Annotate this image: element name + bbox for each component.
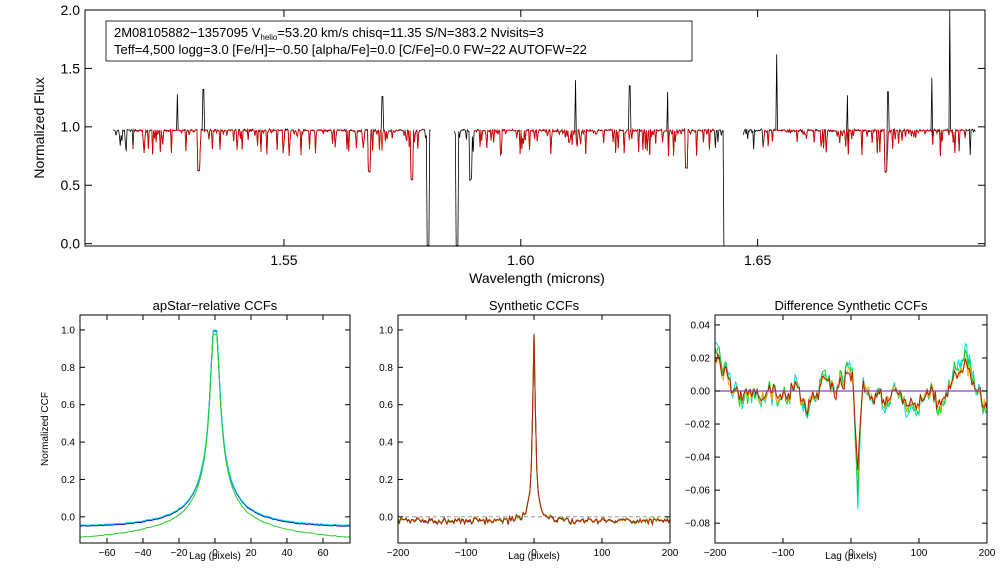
synthetic-ccf-line-orange — [398, 334, 670, 526]
x-tick-label: 0 — [212, 548, 218, 559]
apstar-ccf-series-group — [80, 329, 350, 539]
y-tick-label: 2.0 — [61, 2, 81, 18]
x-tick-label: −200 — [387, 548, 410, 559]
apstar-ccf-line-green — [80, 333, 350, 539]
difference-ccf-line-cyan — [715, 341, 987, 510]
model-spectrum-line — [762, 128, 967, 173]
y-tick-label: −0.08 — [685, 519, 711, 530]
info-vhelio-subscript: helio — [260, 33, 277, 42]
y-tick-label: 0.5 — [61, 177, 81, 193]
synthetic-ccf-x-label: Lag (pixels) — [508, 551, 560, 562]
y-tick-label: 0.0 — [379, 512, 393, 523]
spectrum-y-label: Normalized Flux — [31, 77, 47, 178]
difference-ccf-line-orange — [715, 356, 987, 476]
y-tick-label: 1.0 — [61, 119, 81, 135]
difference-ccf-series-group — [715, 341, 987, 510]
x-tick-label: 200 — [662, 548, 679, 559]
observed-spectrum-line — [113, 89, 431, 246]
apstar-ccf-line-blue — [80, 330, 350, 527]
y-tick-label: 0.6 — [379, 400, 393, 411]
x-tick-label: −100 — [455, 548, 478, 559]
synthetic-ccf-panel: −200 −100 0 100 200 0.0 0.2 0.4 0.6 0.8 1.0 Synthe… — [379, 298, 679, 562]
x-tick-label: −200 — [704, 548, 727, 559]
y-tick-label: 0.04 — [691, 320, 711, 331]
synthetic-ccf-line-darkred — [398, 333, 670, 527]
y-tick-label: 0.00 — [691, 387, 711, 398]
synthetic-ccf-line-blue — [398, 334, 670, 526]
difference-ccf-x-label: Lag (pixels) — [825, 551, 877, 562]
x-tick-label: 100 — [911, 548, 928, 559]
x-tick-label: 1.55 — [270, 252, 297, 268]
y-tick-label: 0.02 — [691, 353, 711, 364]
y-tick-label: −0.02 — [685, 420, 711, 431]
apstar-ccf-title: apStar−relative CCFs — [153, 298, 278, 313]
y-tick-label: 1.0 — [379, 325, 393, 336]
model-spectrum-line — [473, 128, 715, 169]
spectrum-series-group — [113, 10, 976, 246]
x-tick-label: 0 — [531, 548, 537, 559]
x-tick-label: 20 — [245, 548, 257, 559]
y-tick-label: 0.4 — [379, 438, 393, 449]
difference-ccf-panel: −200 −100 0 100 200 −0.08 −0.06 −0.04 −0.02 0.00 0… — [685, 298, 996, 562]
apstar-ccf-y-label: Normalized CCF — [40, 392, 51, 466]
observed-spectrum-line — [454, 80, 725, 246]
synthetic-ccf-line-green — [398, 334, 670, 526]
y-tick-label: 1.5 — [61, 60, 81, 76]
apstar-ccf-ticks: −60 −40 −20 0 20 40 60 0.0 0.2 0.4 0.6 0.8 1.0 — [61, 315, 350, 559]
x-tick-label: 0 — [848, 548, 854, 559]
synthetic-ccf-series-group — [398, 333, 670, 527]
x-tick-label: 100 — [594, 548, 611, 559]
x-tick-label: −60 — [99, 548, 116, 559]
difference-ccf-line-darkred — [715, 352, 987, 470]
x-tick-label: 200 — [979, 548, 996, 559]
info-line-1: 2M08105882−1357095 Vhelio=53.20 km/s chi… — [114, 25, 544, 42]
y-tick-label: 1.0 — [61, 325, 75, 336]
y-tick-label: 0.6 — [61, 400, 75, 411]
x-tick-label: −100 — [772, 548, 795, 559]
y-tick-label: 0.4 — [61, 438, 75, 449]
spectrum-frame — [84, 9, 986, 247]
info-box — [105, 20, 693, 62]
x-tick-label: 1.65 — [744, 252, 771, 268]
difference-ccf-title: Difference Synthetic CCFs — [775, 298, 928, 313]
y-tick-label: 0.2 — [61, 475, 75, 486]
apstar-ccf-x-label: Lag (pixels) — [189, 551, 241, 562]
x-tick-label: −20 — [171, 548, 188, 559]
y-tick-label: 0.0 — [61, 512, 75, 523]
x-tick-label: 1.60 — [507, 252, 534, 268]
x-tick-label: −40 — [135, 548, 152, 559]
apstar-ccf-frame — [79, 314, 351, 544]
y-tick-label: 0.8 — [379, 363, 393, 374]
info-object: 2M08105882−1357095 V — [114, 25, 261, 40]
synthetic-ccf-title: Synthetic CCFs — [489, 298, 580, 313]
model-spectrum-line — [132, 127, 422, 181]
apstar-ccf-line-cyan — [80, 329, 350, 526]
y-tick-label: 0.2 — [379, 475, 393, 486]
apstar-ccf-panel: −60 −40 −20 0 20 40 60 0.0 0.2 0.4 0.6 0.8 1.0 apSta… — [40, 298, 351, 562]
spectrum-x-label: Wavelength (microns) — [469, 270, 605, 286]
difference-ccf-frame — [714, 314, 988, 544]
y-tick-label: −0.06 — [685, 486, 711, 497]
info-line-2: Teff=4,500 logg=3.0 [Fe/H]=−0.50 [alpha/… — [114, 42, 587, 57]
spectrum-panel: 1.55 1.60 1.65 0.0 0.5 1.0 1.5 2.0 2M08105882−1… — [31, 2, 986, 286]
x-tick-label: 40 — [281, 548, 293, 559]
y-tick-label: 0.0 — [61, 236, 81, 252]
spectrum-ticks: 1.55 1.60 1.65 0.0 0.5 1.0 1.5 2.0 — [61, 2, 985, 268]
y-tick-label: −0.04 — [685, 453, 711, 464]
info-rv-stats: =53.20 km/s chisq=11.35 S/N=383.2 Nvisit… — [277, 25, 543, 40]
synthetic-ccf-ticks: −200 −100 0 100 200 0.0 0.2 0.4 0.6 0.8 1.0 — [379, 315, 679, 559]
difference-ccf-ticks: −200 −100 0 100 200 −0.08 −0.06 −0.04 −0.02 0.00 0… — [685, 315, 996, 559]
x-tick-label: 60 — [317, 548, 329, 559]
y-tick-label: 0.8 — [61, 363, 75, 374]
